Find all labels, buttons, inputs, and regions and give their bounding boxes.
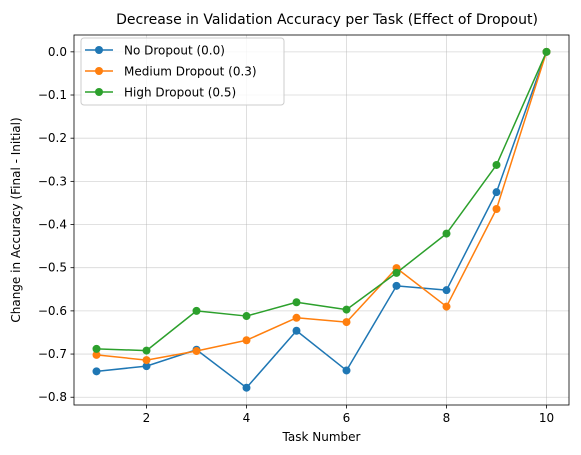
- legend-label: Medium Dropout (0.3): [124, 65, 257, 79]
- y-tick-label: −0.8: [38, 390, 67, 404]
- data-point: [492, 204, 501, 213]
- y-tick-label: 0.0: [48, 45, 67, 59]
- data-point: [92, 367, 101, 376]
- y-tick-label: −0.2: [38, 131, 67, 145]
- x-tick-label: 10: [539, 411, 554, 425]
- series-line: [96, 51, 548, 361]
- data-point: [142, 362, 151, 371]
- y-tick-label: −0.7: [38, 347, 67, 361]
- x-tick-label: 6: [343, 411, 351, 425]
- series-3: [92, 47, 551, 355]
- data-point: [242, 312, 251, 321]
- series-2: [92, 47, 551, 365]
- data-point: [292, 298, 301, 307]
- x-tick-label: 4: [243, 411, 251, 425]
- y-tick-label: −0.6: [38, 304, 67, 318]
- y-tick-label: −0.4: [38, 218, 67, 232]
- legend-marker: [95, 67, 103, 75]
- data-point: [142, 346, 151, 355]
- legend-box: [80, 37, 285, 106]
- legend-item: No Dropout (0.0): [85, 44, 225, 58]
- y-tick-label: −0.3: [38, 174, 67, 188]
- x-axis-label: Task Number: [282, 430, 361, 444]
- data-point: [542, 47, 551, 56]
- chart-title: Decrease in Validation Accuracy per Task…: [116, 12, 538, 28]
- series-line: [96, 51, 548, 389]
- legend-marker: [95, 46, 103, 54]
- legend-marker: [95, 88, 103, 96]
- data-point: [342, 305, 351, 314]
- data-point: [442, 286, 451, 295]
- x-tick-label: 2: [143, 411, 151, 425]
- data-point: [442, 302, 451, 311]
- y-tick-label: −0.1: [38, 88, 67, 102]
- y-tick-label: −0.5: [38, 261, 67, 275]
- data-point: [492, 188, 501, 197]
- plot-frame: [73, 34, 570, 406]
- legend: No Dropout (0.0) Medium Dropout (0.3) High…: [80, 37, 285, 106]
- data-point: [342, 366, 351, 375]
- legend-label: High Dropout (0.5): [124, 86, 236, 100]
- data-point: [342, 318, 351, 327]
- plot-series: [92, 47, 551, 392]
- data-point: [92, 344, 101, 353]
- data-point: [492, 160, 501, 169]
- data-point: [192, 306, 201, 315]
- legend-item: High Dropout (0.5): [85, 86, 236, 100]
- data-point: [392, 268, 401, 277]
- axis-ticks: 2 4 6 8 10 0.0 −0.1 −0.2 −0.3 −0.4 −0.5 −0.6 −0.7 −0.…: [38, 45, 554, 425]
- data-point: [292, 313, 301, 322]
- series-line: [96, 51, 548, 352]
- data-point: [392, 281, 401, 290]
- data-point: [242, 336, 251, 345]
- data-point: [442, 229, 451, 238]
- legend-label: No Dropout (0.0): [124, 44, 225, 58]
- y-axis-label: Change in Accuracy (Final - Initial): [9, 117, 23, 322]
- legend-item: Medium Dropout (0.3): [85, 65, 257, 79]
- x-tick-label: 8: [443, 411, 451, 425]
- data-point: [142, 356, 151, 365]
- data-point: [192, 347, 201, 356]
- data-point: [292, 326, 301, 335]
- data-point: [92, 350, 101, 359]
- data-point: [242, 383, 251, 392]
